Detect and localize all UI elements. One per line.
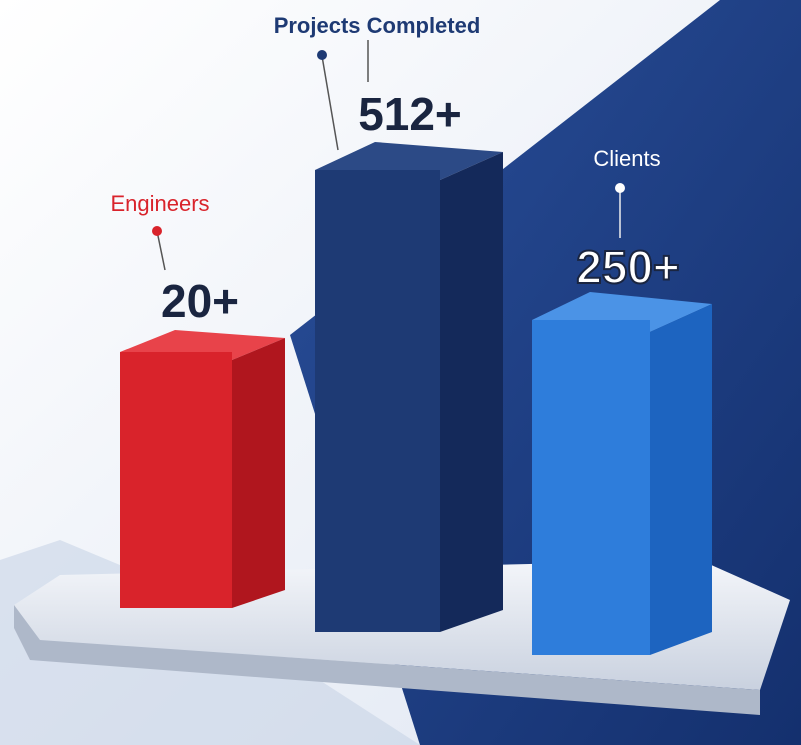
callout-line — [321, 55, 339, 151]
callout-dot — [152, 226, 162, 236]
bar-side — [232, 338, 285, 608]
item-label: Clients — [593, 146, 660, 171]
bar — [315, 170, 440, 632]
callout-dot — [317, 50, 327, 60]
item-label: Projects Completed — [274, 13, 481, 38]
item-label: Engineers — [110, 191, 209, 216]
item-value: 250+ — [576, 241, 680, 293]
bar-side — [650, 304, 712, 655]
callout-dot — [615, 183, 625, 193]
bar-side — [440, 152, 503, 632]
platform-edge — [14, 605, 760, 715]
bar — [532, 320, 650, 655]
item-value: 20+ — [161, 275, 239, 327]
item-value: 512+ — [358, 88, 462, 140]
bar — [120, 352, 232, 608]
callout-line — [156, 230, 166, 271]
